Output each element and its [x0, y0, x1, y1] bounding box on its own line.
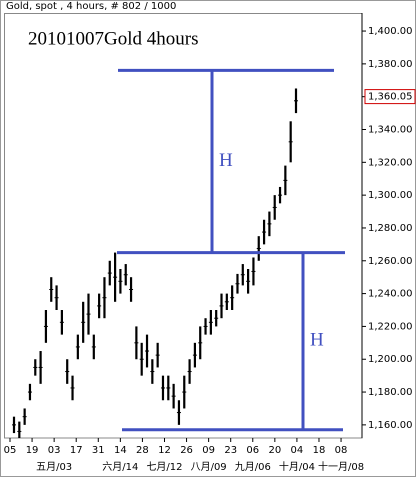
- y-tick-label: 1,280.00: [368, 223, 413, 234]
- last-price-label: 1,360.05: [368, 92, 413, 103]
- x-tick-label: 26: [180, 445, 193, 456]
- x-tick-label: 18: [313, 445, 326, 456]
- y-tick-label: 1,180.00: [368, 387, 413, 398]
- y-tick-label: 1,380.00: [368, 59, 413, 70]
- month-label: 八月/09: [191, 461, 227, 473]
- x-tick-label: 08: [335, 445, 348, 456]
- x-tick-label: 12: [158, 445, 171, 456]
- month-label: 七月/12: [146, 461, 182, 473]
- month-label: 六月/14: [102, 461, 138, 473]
- x-tick-label: 03: [48, 445, 61, 456]
- x-tick-label: 04: [291, 445, 304, 456]
- x-tick-label: 05: [4, 445, 17, 456]
- x-tick-label: 17: [70, 445, 83, 456]
- x-tick-label: 31: [92, 445, 105, 456]
- x-tick-label: 28: [136, 445, 149, 456]
- x-tick-label: 19: [26, 445, 39, 456]
- chart-header: Gold, spot , 4 hours, # 802 / 1000: [6, 1, 176, 12]
- y-tick-label: 1,300.00: [368, 190, 413, 201]
- x-tick-label: 14: [114, 445, 127, 456]
- chart-title: 20101007Gold 4hours: [28, 28, 198, 49]
- month-label: 十一月/08: [318, 460, 364, 473]
- last-price-box: [364, 89, 416, 105]
- plot-area: [12, 88, 298, 438]
- y-tick-label: 1,400.00: [368, 26, 413, 37]
- x-tick-label: 06: [246, 445, 259, 456]
- x-tick-label: 20: [268, 445, 281, 456]
- y-tick-label: 1,200.00: [368, 354, 413, 365]
- height-label: H: [310, 330, 324, 351]
- height-label: H: [219, 150, 233, 171]
- y-tick-label: 1,240.00: [368, 289, 413, 300]
- y-tick-label: 1,260.00: [368, 256, 413, 267]
- month-label: 十月/04: [279, 460, 315, 473]
- month-label: 九月/06: [235, 461, 271, 473]
- x-tick-label: 09: [202, 445, 215, 456]
- y-tick-label: 1,320.00: [368, 157, 413, 168]
- y-tick-label: 1,160.00: [368, 420, 413, 431]
- month-label: 五月/03: [36, 461, 72, 473]
- y-tick-label: 1,220.00: [368, 321, 413, 332]
- y-tick-label: 1,340.00: [368, 125, 413, 136]
- x-tick-label: 23: [224, 445, 237, 456]
